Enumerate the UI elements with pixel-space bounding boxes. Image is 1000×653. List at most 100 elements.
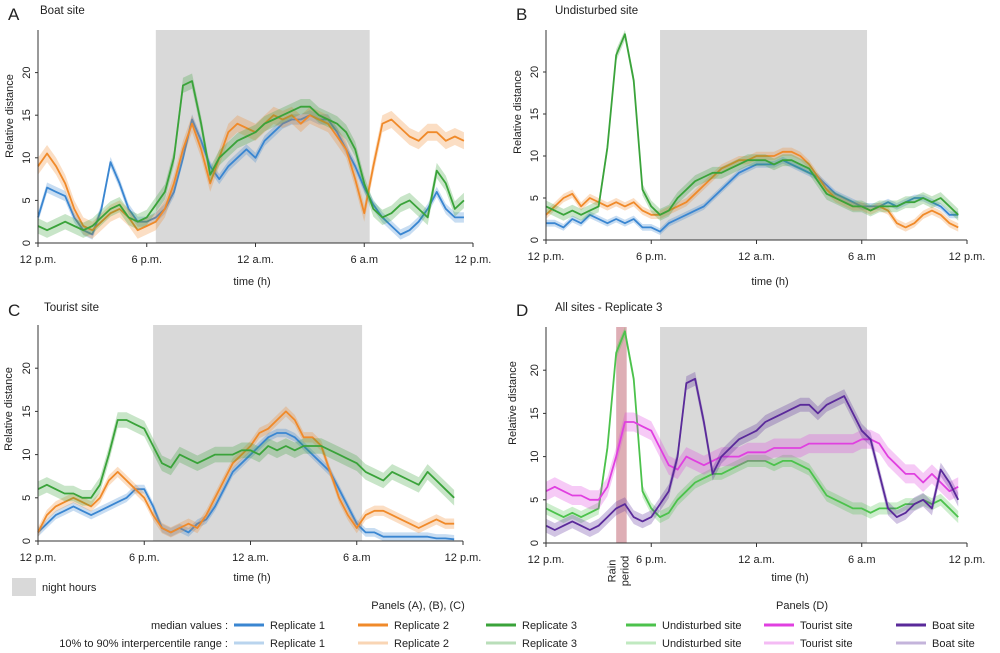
legend-items: Replicate 1 Replicate 1 Replicate 2 Replica…	[234, 620, 975, 650]
series-range-tourist-site	[546, 412, 959, 510]
x-tick-label: 12 p.m.	[445, 552, 482, 564]
panel-title: Undisturbed site	[555, 5, 638, 17]
y-tick-label: 5	[21, 495, 33, 501]
y-tick-label: 15	[529, 108, 541, 120]
series-line-undisturbed-site	[545, 330, 959, 518]
series-line-replicate-2	[545, 150, 959, 229]
legend: night hours Panels (A), (B), (C) Panels …	[12, 578, 975, 650]
y-tick-label: 15	[21, 405, 33, 417]
y-axis-label: Relative distance	[4, 74, 16, 158]
legend-range-label: Replicate 1	[270, 638, 325, 650]
x-tick-label: 12 p.m.	[949, 554, 986, 566]
series-range-replicate-1	[38, 428, 455, 541]
x-tick-label: 12 p.m.	[20, 254, 57, 266]
x-tick-label: 12 a.m.	[738, 554, 775, 566]
series-range-replicate-3	[38, 73, 464, 238]
panel-letter: B	[516, 5, 527, 24]
legend-median-label: Replicate 2	[394, 620, 449, 632]
series-line-replicate-3	[37, 419, 455, 499]
y-tick-label: 0	[529, 540, 541, 546]
legend-header-abc: Panels (A), (B), (C)	[371, 600, 465, 612]
x-axis-label: time (h)	[233, 276, 270, 288]
y-tick-label: 20	[529, 364, 541, 376]
x-tick-label: 6 p.m.	[131, 254, 162, 266]
y-tick-label: 0	[529, 237, 541, 243]
x-tick-label: 6 a.m	[848, 251, 876, 263]
x-tick-label: 6 p.m.	[636, 251, 667, 263]
y-tick-label: 5	[529, 195, 541, 201]
legend-row-range-label: 10% to 90% interpercentile range :	[59, 638, 228, 650]
legend-row-median-label: median values :	[151, 620, 228, 632]
night-shading	[660, 327, 868, 543]
night-hours-swatch	[12, 578, 36, 596]
x-axis-label: time (h)	[751, 276, 788, 288]
x-tick-label: 6 p.m.	[636, 554, 667, 566]
x-tick-label: 12 p.m.	[528, 251, 565, 263]
series-line-replicate-1	[37, 432, 455, 541]
legend-median-label: Replicate 1	[270, 620, 325, 632]
legend-median-label: Boat site	[932, 620, 975, 632]
night-shading	[155, 30, 370, 243]
night-hours-label: night hours	[42, 582, 97, 594]
legend-range-label: Tourist site	[800, 638, 853, 650]
series-line-replicate-3	[37, 80, 465, 232]
panel-d: Rain period 0 5 10 15 20 12 p.m. 6 p.m. 12 a.m. 6 …	[507, 301, 985, 586]
series-line-replicate-3	[545, 33, 959, 216]
legend-range-label: Replicate 2	[394, 638, 449, 650]
y-tick-label: 10	[21, 152, 33, 164]
x-tick-label: 12 p.m.	[20, 552, 57, 564]
panel-a: 0 5 10 15 20 12 p.m. 6 p.m. 12 a.m. 6 a.m 12 p.m.…	[4, 5, 491, 288]
x-tick-label: 12 a.m.	[232, 552, 269, 564]
series-line-boat-site	[545, 377, 960, 531]
panel-c: 0 5 10 15 20 12 p.m. 6 p.m. 12 a.m. 6 a.m 12 p.m.…	[3, 301, 481, 584]
x-tick-label: 12 a.m.	[237, 254, 274, 266]
y-tick-label: 5	[529, 497, 541, 503]
x-tick-label: 6 p.m.	[129, 552, 160, 564]
legend-median-label: Replicate 3	[522, 620, 577, 632]
x-tick-label: 12 a.m.	[738, 251, 775, 263]
series-range-boat-site	[546, 371, 959, 537]
y-axis-label: Relative distance	[512, 70, 524, 154]
y-tick-label: 20	[21, 66, 33, 78]
panel-letter: A	[8, 5, 20, 24]
legend-range-label: Replicate 3	[522, 638, 577, 650]
panel-title: Tourist site	[44, 302, 99, 314]
legend-median-label: Undisturbed site	[662, 620, 742, 632]
y-tick-label: 0	[21, 538, 33, 544]
series-range-replicate-2	[38, 106, 464, 239]
x-tick-label: 6 a.m	[848, 554, 876, 566]
y-tick-label: 10	[529, 450, 541, 462]
night-shading	[660, 30, 868, 240]
series-range-replicate-2	[546, 147, 959, 232]
y-tick-label: 20	[21, 362, 33, 374]
y-tick-label: 10	[21, 448, 33, 460]
panel-letter: C	[8, 301, 20, 320]
x-tick-label: 6 a.m	[343, 552, 371, 564]
legend-range-label: Boat site	[932, 638, 975, 650]
rain-period-label: Rain	[606, 560, 618, 583]
y-axis-label: Relative distance	[3, 367, 15, 451]
legend-range-label: Undisturbed site	[662, 638, 742, 650]
y-tick-label: 20	[529, 66, 541, 78]
legend-median-label: Tourist site	[800, 620, 853, 632]
y-tick-label: 5	[21, 197, 33, 203]
x-axis-label: time (h)	[233, 572, 270, 584]
panel-letter: D	[516, 301, 528, 320]
series-line-replicate-2	[37, 114, 465, 232]
y-tick-label: 10	[529, 150, 541, 162]
series-line-replicate-1	[546, 159, 959, 233]
night-shading	[153, 325, 363, 541]
y-axis-label: Relative distance	[507, 361, 519, 445]
panel-title: Boat site	[40, 5, 85, 17]
panel-b: 0 5 10 15 20 12 p.m. 6 p.m. 12 a.m. 6 a.m 12 p.m.…	[512, 5, 985, 288]
x-tick-label: 12 p.m.	[949, 251, 986, 263]
rain-period-label: period	[619, 556, 631, 587]
series-line-tourist-site	[545, 421, 959, 501]
series-line-replicate-1	[37, 114, 464, 236]
y-tick-label: 15	[529, 407, 541, 419]
panel-title: All sites - Replicate 3	[555, 302, 662, 314]
x-tick-label: 6 a.m	[350, 254, 378, 266]
x-tick-label: 12 p.m.	[455, 254, 492, 266]
x-axis-label: time (h)	[771, 572, 808, 584]
